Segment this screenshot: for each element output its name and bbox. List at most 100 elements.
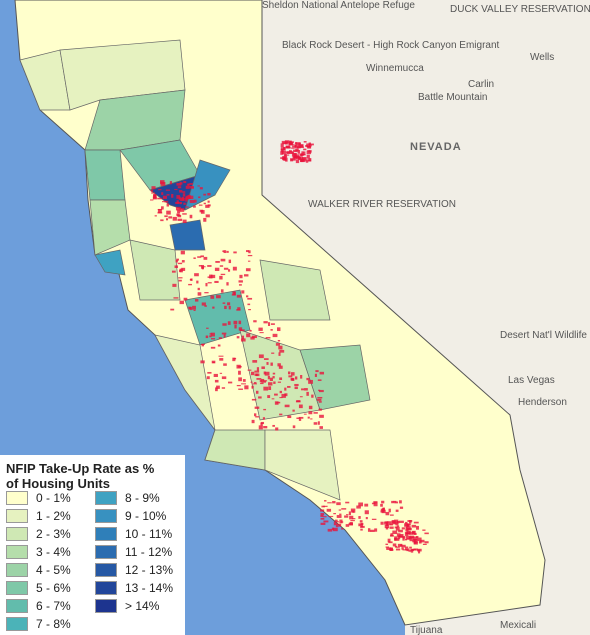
flood-zone	[263, 386, 269, 391]
flood-zone	[263, 358, 269, 360]
flood-zone	[219, 372, 223, 374]
flood-zone	[373, 501, 378, 504]
flood-zone	[424, 532, 429, 535]
flood-zone	[279, 413, 283, 416]
flood-zone	[335, 523, 339, 528]
legend-label: 4 - 5%	[36, 563, 71, 577]
flood-zone	[258, 425, 263, 430]
flood-zone	[404, 546, 409, 549]
flood-zone	[251, 419, 255, 424]
flood-zone	[193, 199, 197, 203]
flood-zone	[284, 154, 287, 158]
legend-item: 12 - 13%	[95, 563, 173, 577]
legend-swatch	[6, 563, 28, 577]
flood-zone	[278, 352, 281, 356]
flood-zone	[153, 194, 157, 199]
flood-zone	[306, 150, 311, 152]
flood-zone	[380, 503, 383, 507]
flood-zone	[405, 532, 410, 535]
flood-zone	[275, 343, 280, 346]
legend-label: > 14%	[125, 599, 160, 613]
flood-zone	[413, 521, 419, 524]
flood-zone	[205, 204, 210, 208]
flood-zone	[270, 362, 273, 366]
legend-label: 6 - 7%	[36, 599, 71, 613]
flood-zone	[233, 320, 238, 325]
legend-item: 5 - 6%	[6, 581, 71, 595]
flood-zone	[251, 385, 254, 389]
flood-zone	[238, 280, 243, 283]
flood-zone	[206, 327, 209, 329]
legend-item: 7 - 8%	[6, 617, 71, 631]
flood-zone	[283, 146, 286, 150]
flood-zone	[280, 157, 286, 159]
flood-zone	[409, 546, 412, 549]
flood-zone	[405, 528, 409, 532]
flood-zone	[217, 344, 221, 347]
flood-zone	[250, 381, 253, 383]
flood-zone	[201, 266, 206, 268]
flood-zone	[247, 369, 252, 371]
flood-zone	[261, 378, 265, 381]
legend-title: NFIP Take-Up Rate as % of Housing Units	[6, 461, 155, 491]
flood-zone	[322, 516, 327, 518]
flood-zone	[203, 217, 207, 222]
flood-zone	[187, 194, 191, 199]
flood-zone	[268, 386, 272, 390]
flood-zone	[236, 309, 241, 311]
flood-zone	[227, 302, 231, 306]
flood-zone	[274, 393, 278, 396]
flood-zone	[272, 372, 276, 375]
flood-zone	[306, 150, 312, 155]
flood-zone	[205, 282, 208, 287]
legend-item: 11 - 12%	[95, 545, 172, 559]
flood-zone	[339, 519, 343, 524]
flood-zone	[182, 219, 187, 224]
legend-swatch	[6, 545, 28, 559]
flood-zone	[391, 500, 394, 504]
flood-zone	[185, 185, 190, 189]
flood-zone	[272, 333, 278, 338]
flood-zone	[268, 382, 273, 386]
flood-zone	[309, 143, 314, 146]
flood-zone	[273, 381, 276, 384]
flood-zone	[417, 537, 422, 542]
flood-zone	[296, 417, 301, 419]
flood-zone	[182, 191, 186, 193]
flood-zone	[298, 418, 302, 421]
legend-item: 13 - 14%	[95, 581, 173, 595]
flood-zone	[223, 363, 227, 366]
flood-zone	[317, 398, 322, 401]
flood-zone	[352, 511, 356, 513]
flood-zone	[221, 387, 226, 389]
flood-zone	[301, 157, 307, 161]
place-label: DUCK VALLEY RESERVATION	[450, 4, 590, 15]
flood-zone	[205, 214, 210, 218]
flood-zone	[299, 146, 304, 149]
flood-zone	[162, 201, 165, 203]
flood-zone	[317, 379, 322, 381]
flood-zone	[276, 327, 281, 332]
flood-zone	[289, 140, 292, 144]
flood-zone	[164, 200, 169, 203]
flood-zone	[282, 142, 287, 145]
flood-zone	[228, 305, 231, 310]
flood-zone	[241, 290, 245, 294]
flood-zone	[247, 260, 251, 262]
flood-zone	[412, 539, 416, 543]
flood-zone	[320, 509, 325, 512]
county	[94, 249, 126, 276]
flood-zone	[179, 300, 184, 305]
flood-zone	[303, 148, 307, 151]
flood-zone	[198, 204, 203, 206]
flood-zone	[200, 360, 205, 364]
flood-zone	[318, 408, 322, 411]
legend-item: > 14%	[95, 599, 159, 613]
flood-zone	[308, 144, 312, 147]
flood-zone	[198, 196, 201, 199]
flood-zone	[401, 544, 406, 548]
flood-zone	[224, 305, 227, 310]
flood-zone	[256, 378, 262, 380]
flood-zone	[291, 151, 295, 154]
flood-zone	[320, 517, 325, 520]
